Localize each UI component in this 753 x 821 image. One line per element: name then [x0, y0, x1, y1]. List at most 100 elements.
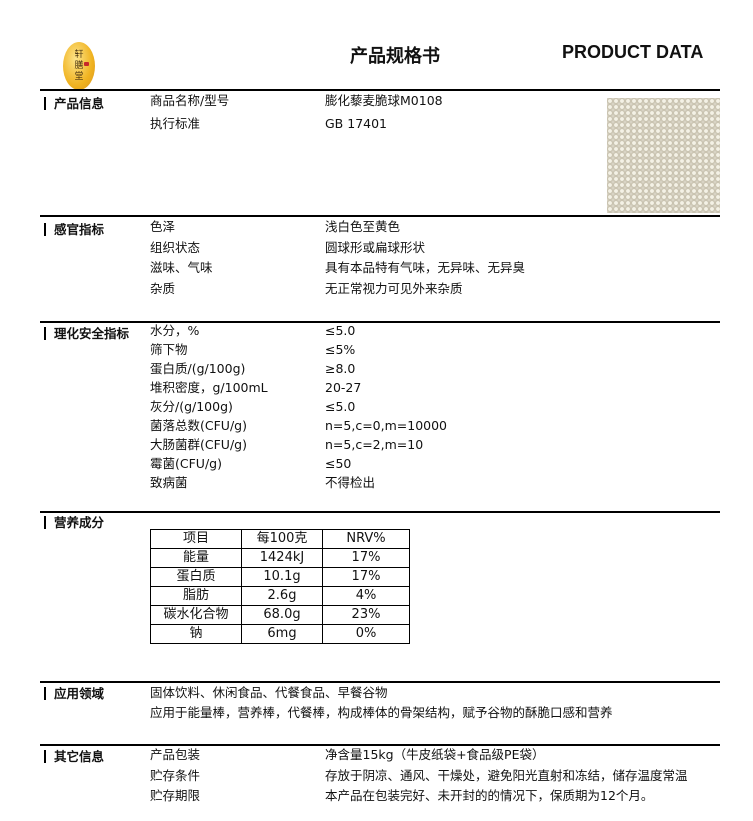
section-label-sensory: 感官指标	[44, 223, 104, 236]
table-cell: 脂肪	[150, 586, 242, 606]
spec-row: 菌落总数(CFU/g) n=5,c=0,m=10000	[150, 416, 720, 435]
table-cell: 17%	[322, 567, 410, 587]
spec-value: ≤5.0	[325, 399, 356, 414]
spec-value: GB 17401	[325, 116, 387, 131]
spec-row: 杂质 无正常视力可见外来杂质	[150, 279, 720, 298]
spec-key: 滋味、气味	[150, 260, 213, 275]
table-cell: 能量	[150, 548, 242, 568]
table-row: 脂肪 2.6g 4%	[150, 586, 410, 606]
spec-value: ≥8.0	[325, 361, 356, 376]
spec-value: 本产品在包装完好、未开封的的情况下，保质期为12个月。	[325, 788, 654, 803]
spec-value: ≤5%	[325, 342, 356, 357]
spec-value: 无正常视力可见外来杂质	[325, 280, 463, 296]
spec-row: 水分，% ≤5.0	[150, 321, 720, 340]
spec-key: 筛下物	[150, 342, 188, 357]
spec-value: 20-27	[325, 380, 362, 395]
table-cell: 68.0g	[241, 605, 323, 625]
spec-row: 霉菌(CFU/g) ≤50	[150, 454, 720, 473]
table-header-cell: 每100克	[241, 529, 323, 549]
section-divider	[40, 215, 720, 217]
spec-value: 具有本品特有气味，无异味、无异臭	[325, 260, 526, 275]
spec-value: 膨化藜麦脆球M0108	[325, 93, 443, 108]
section-divider	[40, 321, 720, 323]
table-header-cell: 项目	[150, 529, 242, 549]
spec-key: 大肠菌群(CFU/g)	[150, 437, 247, 452]
spec-value: n=5,c=0,m=10000	[325, 418, 448, 433]
application-text: 固体饮料、休闲食品、代餐食品、早餐谷物	[150, 685, 388, 700]
page-title: 产品规格书	[350, 46, 440, 67]
application-line: 固体饮料、休闲食品、代餐食品、早餐谷物	[150, 683, 720, 702]
application-line: 应用于能量棒，营养棒，代餐棒，构成棒体的骨架结构，赋予谷物的酥脆口感和营养	[150, 703, 720, 722]
spec-key: 产品包装	[150, 747, 201, 762]
spec-key: 霉菌(CFU/g)	[150, 456, 222, 471]
spec-row: 色泽 浅白色至黄色	[150, 217, 720, 236]
product-photo	[607, 98, 720, 213]
table-cell: 1424kJ	[241, 548, 323, 568]
spec-row: 产品包装 净含量15kg（牛皮纸袋+食品级PE袋）	[150, 745, 720, 764]
spec-value: 不得检出	[325, 475, 376, 490]
spec-key: 贮存期限	[150, 788, 201, 803]
brand-logo: 轩膳堂	[63, 42, 95, 90]
table-row: 钠 6mg 0%	[150, 624, 410, 644]
spec-value: ≤5.0	[325, 323, 356, 338]
spec-key: 堆积密度，g/100mL	[150, 380, 268, 395]
table-cell: 17%	[322, 548, 410, 568]
spec-row: 执行标准 GB 17401	[150, 114, 720, 133]
section-label-application: 应用领域	[44, 687, 104, 700]
spec-value: n=5,c=2,m=10	[325, 437, 424, 452]
table-cell: 钠	[150, 624, 242, 644]
nutrition-table: 项目 每100克 NRV% 能量 1424kJ 17% 蛋白质 10.1g 17% 脂肪 2.…	[150, 529, 410, 644]
table-cell: 2.6g	[241, 586, 323, 606]
spec-value: 圆球形或扁球形状	[325, 239, 426, 255]
spec-key: 商品名称/型号	[150, 93, 230, 108]
spec-row: 贮存条件 存放于阴凉、通风、干燥处，避免阳光直射和冻结，储存温度常温	[150, 766, 720, 785]
spec-key: 贮存条件	[150, 767, 201, 783]
spec-value: 存放于阴凉、通风、干燥处，避免阳光直射和冻结，储存温度常温	[325, 767, 688, 783]
spec-value: ≤50	[325, 456, 352, 471]
table-cell: 6mg	[241, 624, 323, 644]
spec-row: 致病菌 不得检出	[150, 473, 720, 492]
spec-row: 灰分/(g/100g) ≤5.0	[150, 397, 720, 416]
application-text: 应用于能量棒，营养棒，代餐棒，构成棒体的骨架结构，赋予谷物的酥脆口感和营养	[150, 705, 613, 720]
spec-value: 净含量15kg（牛皮纸袋+食品级PE袋）	[325, 747, 545, 762]
spec-key: 灰分/(g/100g)	[150, 399, 233, 414]
section-divider	[40, 681, 720, 683]
spec-row: 筛下物 ≤5%	[150, 340, 720, 359]
table-cell: 0%	[322, 624, 410, 644]
spec-value: 浅白色至黄色	[325, 219, 401, 234]
spec-key: 执行标准	[150, 116, 201, 131]
spec-key: 杂质	[150, 280, 176, 296]
section-label-other: 其它信息	[44, 750, 104, 763]
table-cell: 碳水化合物	[150, 605, 242, 625]
spec-key: 菌落总数(CFU/g)	[150, 418, 247, 433]
table-cell: 10.1g	[241, 567, 323, 587]
spec-key: 色泽	[150, 219, 176, 234]
table-cell: 4%	[322, 586, 410, 606]
spec-row: 蛋白质/(g/100g) ≥8.0	[150, 359, 720, 378]
table-cell: 23%	[322, 605, 410, 625]
spec-key: 蛋白质/(g/100g)	[150, 361, 246, 376]
spec-row: 商品名称/型号 膨化藜麦脆球M0108	[150, 91, 720, 110]
table-header-cell: NRV%	[322, 529, 410, 549]
spec-row: 大肠菌群(CFU/g) n=5,c=2,m=10	[150, 435, 720, 454]
spec-row: 滋味、气味 具有本品特有气味，无异味、无异臭	[150, 258, 720, 277]
spec-key: 致病菌	[150, 475, 188, 490]
section-divider	[40, 89, 720, 91]
section-label-physchem: 理化安全指标	[44, 327, 129, 340]
table-header-row: 项目 每100克 NRV%	[150, 529, 410, 549]
table-row: 能量 1424kJ 17%	[150, 548, 410, 568]
spec-row: 堆积密度，g/100mL 20-27	[150, 378, 720, 397]
table-row: 蛋白质 10.1g 17%	[150, 567, 410, 587]
spec-row: 组织状态 圆球形或扁球形状	[150, 238, 720, 257]
section-label-product-info: 产品信息	[44, 97, 104, 110]
section-divider	[40, 511, 720, 513]
table-row: 碳水化合物 68.0g 23%	[150, 605, 410, 625]
table-cell: 蛋白质	[150, 567, 242, 587]
spec-key: 水分，%	[150, 323, 200, 338]
section-label-nutrition: 营养成分	[44, 516, 104, 529]
section-divider	[40, 744, 720, 746]
spec-row: 贮存期限 本产品在包装完好、未开封的的情况下，保质期为12个月。	[150, 786, 720, 805]
spec-key: 组织状态	[150, 239, 201, 255]
page-title-en: PRODUCT DATA	[562, 42, 704, 62]
